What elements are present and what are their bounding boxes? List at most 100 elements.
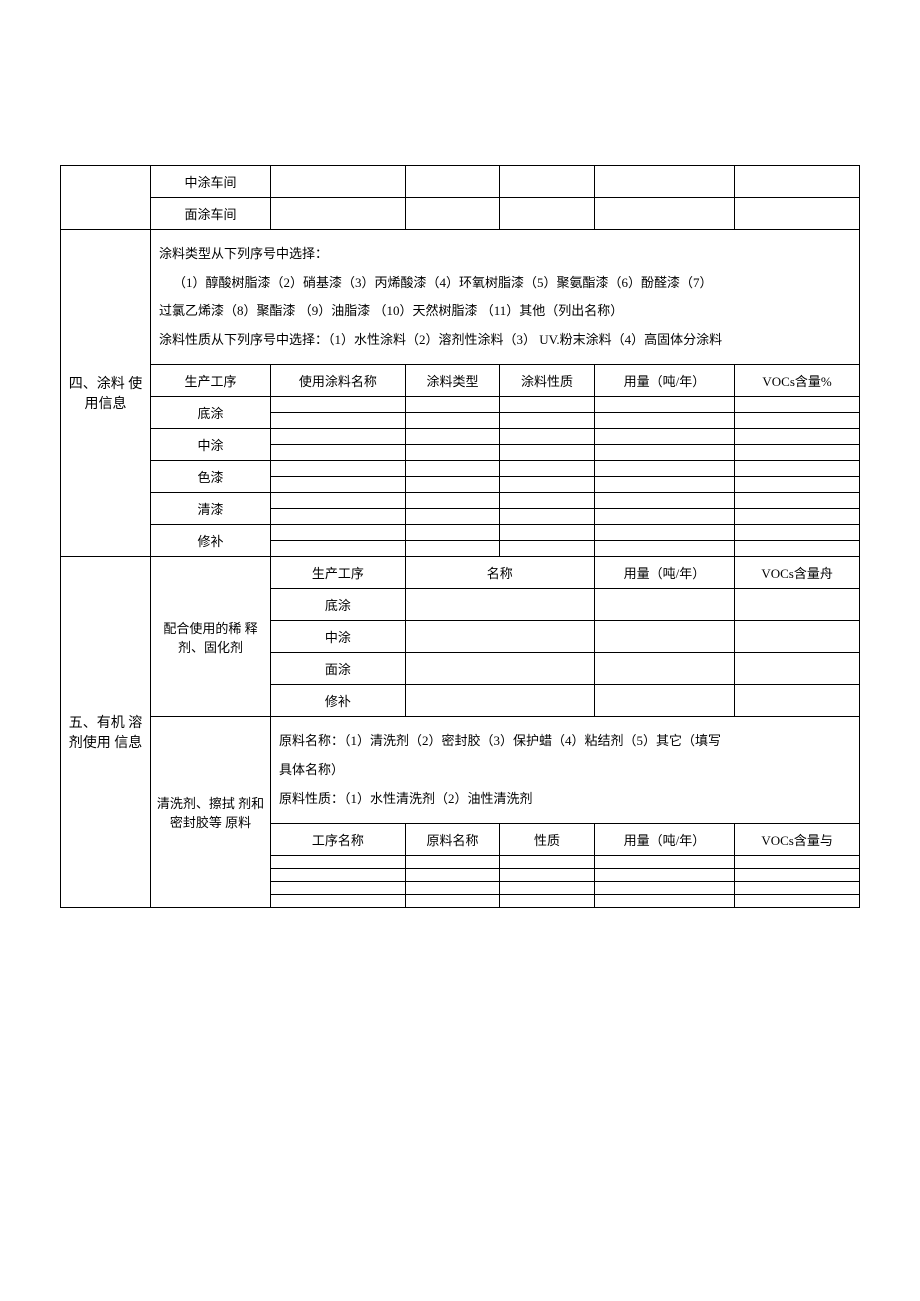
empty-cell	[500, 869, 595, 882]
section4-process-row: 中涂	[61, 429, 860, 445]
empty-cell	[735, 477, 860, 493]
sub2-header-nature: 性质	[500, 824, 595, 856]
section3-row-1: 中涂车间	[61, 166, 860, 198]
empty-cell	[735, 509, 860, 525]
empty-cell	[500, 882, 595, 895]
sub2-header-name: 原料名称	[405, 824, 500, 856]
empty-cell	[405, 413, 500, 429]
desc-line2: （1）醇酸树脂漆（2）硝基漆（3）丙烯酸漆（4）环氧树脂漆（5）聚氨酯漆（6）酚…	[159, 275, 713, 290]
empty-cell	[594, 477, 734, 493]
empty-cell	[500, 895, 595, 908]
empty-cell	[735, 882, 860, 895]
empty-cell	[735, 493, 860, 509]
section5-sub2-description: 原料名称：（1）清洗剂（2）密封胶（3）保护蜡（4）粘结剂（5）其它（填写 具体…	[271, 717, 860, 824]
sub2-desc-line3: 原料性质：（1）水性清洗剂（2）油性清洗剂	[279, 791, 533, 806]
empty-cell	[271, 856, 406, 869]
empty-cell	[594, 525, 734, 541]
sub2-header-vocs: VOCs含量与	[735, 824, 860, 856]
section4-process-row: 清漆	[61, 493, 860, 509]
empty-cell	[405, 621, 594, 653]
empty-cell	[405, 589, 594, 621]
empty-cell	[500, 856, 595, 869]
empty-cell	[594, 856, 734, 869]
empty-cell	[594, 397, 734, 413]
section3-row-2: 面涂车间	[61, 198, 860, 230]
empty-cell	[735, 895, 860, 908]
empty-cell	[271, 882, 406, 895]
empty-cell	[271, 429, 406, 445]
section4-process-row: 底涂	[61, 397, 860, 413]
empty-cell	[735, 653, 860, 685]
sub1-row-label: 中涂	[271, 621, 406, 653]
section5-sub2-title: 清洗剂、擦拭 剂和密封胶等 原料	[151, 717, 271, 908]
desc-line1: 涂料类型从下列序号中选择：	[159, 246, 328, 261]
empty-cell	[735, 429, 860, 445]
section4-title: 四、涂料 使用信息	[61, 230, 151, 557]
empty-cell	[594, 509, 734, 525]
empty-cell	[271, 413, 406, 429]
desc-line4: 涂料性质从下列序号中选择：（1）水性涂料（2）溶剂性涂料（3） UV.粉末涂料（…	[159, 332, 722, 347]
header-vocs: VOCs含量%	[735, 365, 860, 397]
empty-cell	[500, 429, 595, 445]
process-label: 清漆	[151, 493, 271, 525]
empty-cell	[405, 445, 500, 461]
empty-cell	[271, 198, 406, 230]
empty-cell	[405, 477, 500, 493]
empty-cell	[500, 461, 595, 477]
header-nature: 涂料性质	[500, 365, 595, 397]
empty-cell	[271, 493, 406, 509]
section5-sub1-title: 配合使用的稀 释剂、固化剂	[151, 557, 271, 717]
empty-cell	[405, 429, 500, 445]
empty-cell	[271, 397, 406, 413]
section4-header-row: 生产工序 使用涂料名称 涂料类型 涂料性质 用量（吨/年） VOCs含量%	[61, 365, 860, 397]
empty-cell	[405, 493, 500, 509]
empty-cell	[735, 198, 860, 230]
empty-cell	[735, 869, 860, 882]
section5-sub1-header-row: 五、有机 溶剂使用 信息 配合使用的稀 释剂、固化剂 生产工序 名称 用量（吨/…	[61, 557, 860, 589]
sub1-row-label: 修补	[271, 685, 406, 717]
empty-cell	[405, 541, 500, 557]
empty-cell	[735, 541, 860, 557]
desc-line3: 过氯乙烯漆（8）聚酯漆 （9）油脂漆 （10）天然树脂漆 （11）其他（列出名称…	[159, 303, 623, 318]
empty-cell	[405, 166, 500, 198]
empty-cell	[594, 653, 734, 685]
empty-cell	[271, 166, 406, 198]
sub1-header-amount: 用量（吨/年）	[594, 557, 734, 589]
empty-cell	[594, 685, 734, 717]
empty-cell	[271, 869, 406, 882]
empty-cell	[594, 589, 734, 621]
sub2-header-amount: 用量（吨/年）	[594, 824, 734, 856]
header-process: 生产工序	[151, 365, 271, 397]
empty-cell	[594, 429, 734, 445]
empty-cell	[735, 445, 860, 461]
process-label: 底涂	[151, 397, 271, 429]
empty-cell	[271, 525, 406, 541]
empty-cell	[735, 525, 860, 541]
empty-cell	[271, 509, 406, 525]
sub1-header-process: 生产工序	[271, 557, 406, 589]
empty-cell	[500, 493, 595, 509]
empty-cell	[735, 461, 860, 477]
sub1-row-label: 面涂	[271, 653, 406, 685]
header-name: 使用涂料名称	[271, 365, 406, 397]
empty-cell	[500, 541, 595, 557]
empty-cell	[405, 198, 500, 230]
empty-cell	[271, 541, 406, 557]
section4-process-row: 色漆	[61, 461, 860, 477]
section4-process-row: 修补	[61, 525, 860, 541]
empty-cell	[271, 895, 406, 908]
empty-cell	[735, 856, 860, 869]
row-label: 中涂车间	[151, 166, 271, 198]
row-label: 面涂车间	[151, 198, 271, 230]
empty-cell	[594, 198, 734, 230]
empty-cell	[500, 166, 595, 198]
empty-cell	[500, 525, 595, 541]
section4-desc-row: 四、涂料 使用信息 涂料类型从下列序号中选择： （1）醇酸树脂漆（2）硝基漆（3…	[61, 230, 860, 365]
sub2-desc-line1: 原料名称：（1）清洗剂（2）密封胶（3）保护蜡（4）粘结剂（5）其它（填写	[279, 733, 721, 748]
empty-cell	[594, 882, 734, 895]
empty-cell	[405, 882, 500, 895]
section5-sub2-desc-row: 清洗剂、擦拭 剂和密封胶等 原料 原料名称：（1）清洗剂（2）密封胶（3）保护蜡…	[61, 717, 860, 824]
empty-cell	[735, 589, 860, 621]
empty-cell	[594, 413, 734, 429]
section3-label	[61, 166, 151, 230]
